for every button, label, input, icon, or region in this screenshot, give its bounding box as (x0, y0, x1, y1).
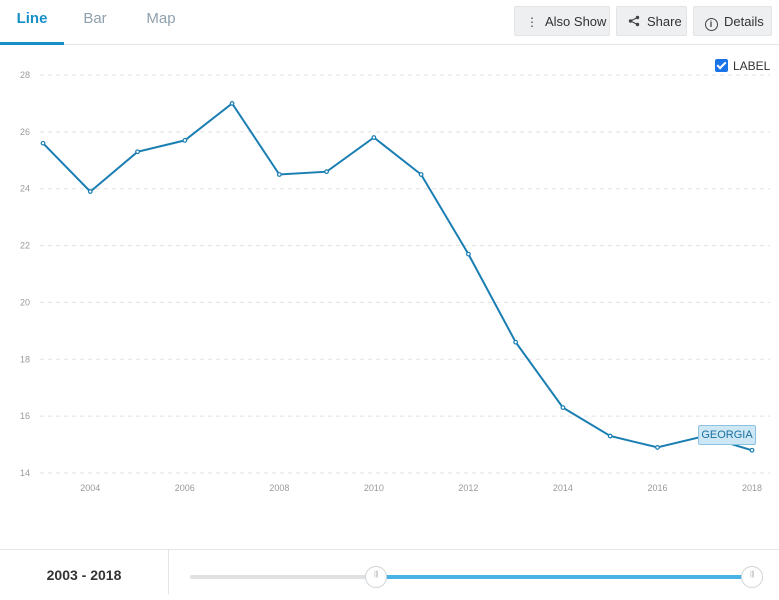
share-label: Share (647, 14, 682, 29)
tab-map[interactable]: Map (146, 10, 176, 27)
range-end-handle[interactable] (741, 566, 763, 588)
also-show-label: Also Show (545, 14, 607, 29)
data-point-2010[interactable] (371, 135, 377, 140)
range-start-handle[interactable] (365, 566, 387, 588)
series-points (40, 101, 755, 453)
y-tick-label: 20 (20, 297, 30, 307)
label-checkbox[interactable]: LABEL (715, 59, 770, 73)
data-point-2018[interactable] (749, 447, 755, 453)
x-tick-label: 2004 (80, 483, 100, 493)
y-tick-label: 16 (20, 411, 30, 421)
kebab-vertical-icon: ⋮ (526, 15, 538, 29)
data-point-2015[interactable] (607, 433, 613, 439)
data-point-2004[interactable] (87, 189, 93, 194)
data-point-2014[interactable] (560, 405, 566, 411)
checkbox-checked-icon (715, 59, 728, 72)
data-point-2003[interactable] (40, 140, 46, 146)
details-button[interactable]: i Details (693, 6, 772, 36)
y-tick-label: 28 (20, 70, 30, 80)
range-label: 2003 - 2018 (0, 550, 169, 594)
data-point-2012[interactable] (466, 251, 471, 257)
range-bar: 2003 - 2018 (0, 549, 779, 594)
tab-bar[interactable]: Bar (83, 10, 107, 27)
data-point-2005[interactable] (135, 149, 140, 155)
x-tick-label: 2014 (553, 483, 573, 493)
x-tick-label: 2012 (458, 483, 478, 493)
data-point-2013[interactable] (513, 339, 519, 345)
share-icon (627, 7, 641, 37)
series-line-georgia (42, 101, 753, 452)
y-tick-label: 18 (20, 354, 30, 364)
tab-line[interactable]: Line (0, 0, 64, 45)
y-tick-label: 14 (20, 468, 30, 478)
y-tick-label: 26 (20, 127, 30, 137)
line-chart: 14 16 18 20 22 24 26 28 2004 2006 2008 2010 2012 201… (20, 70, 770, 493)
x-tick-label: 2018 (742, 483, 762, 493)
label-checkbox-text: LABEL (733, 59, 771, 73)
also-show-button[interactable]: ⋮ Also Show (514, 6, 610, 36)
y-axis: 14 16 18 20 22 24 26 28 (20, 70, 30, 478)
y-tick-label: 24 (20, 184, 30, 194)
data-point-2016[interactable] (655, 445, 660, 450)
details-label: Details (724, 14, 764, 29)
data-point-2009[interactable] (324, 169, 330, 175)
data-point-2008[interactable] (276, 172, 282, 177)
top-toolbar: Line Bar Map ⋮ Also Show Share i Details (0, 0, 779, 45)
data-point-2006[interactable] (182, 137, 188, 143)
data-point-2011[interactable] (418, 172, 424, 177)
series-end-label: GEORGIA (698, 425, 756, 445)
share-button[interactable]: Share (616, 6, 687, 36)
x-tick-label: 2016 (647, 483, 667, 493)
x-tick-label: 2008 (269, 483, 289, 493)
x-axis: 2004 2006 2008 2010 2012 2014 2016 2018 (80, 483, 762, 493)
x-tick-label: 2010 (364, 483, 384, 493)
data-point-2007[interactable] (229, 101, 235, 106)
info-icon: i (704, 7, 718, 37)
y-tick-label: 22 (20, 241, 30, 251)
chart-grid (40, 74, 770, 474)
range-slider-fill (376, 575, 752, 579)
x-tick-label: 2006 (175, 483, 195, 493)
